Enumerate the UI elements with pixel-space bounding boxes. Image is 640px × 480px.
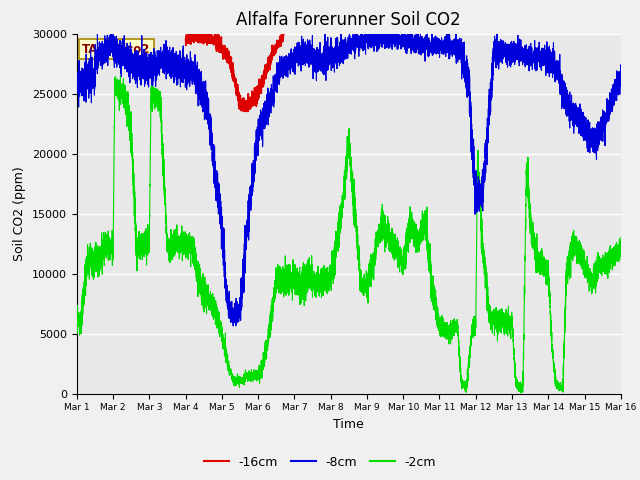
Text: TA_soilco2: TA_soilco2	[82, 43, 150, 56]
X-axis label: Time: Time	[333, 418, 364, 431]
Title: Alfalfa Forerunner Soil CO2: Alfalfa Forerunner Soil CO2	[237, 11, 461, 29]
Legend: -16cm, -8cm, -2cm: -16cm, -8cm, -2cm	[199, 451, 441, 474]
Y-axis label: Soil CO2 (ppm): Soil CO2 (ppm)	[13, 166, 26, 261]
